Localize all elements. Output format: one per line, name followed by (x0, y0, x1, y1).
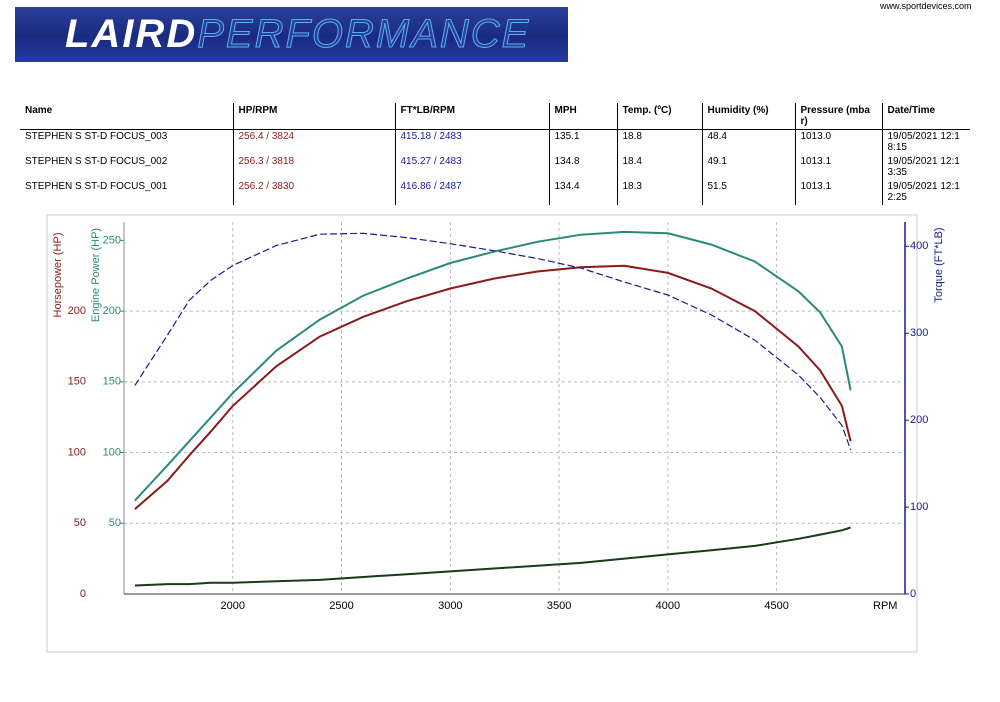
header-row: Name HP/RPM FT*LB/RPM MPH Temp. (ºC) Humidity… (20, 103, 970, 130)
chart-frame (46, 214, 918, 653)
y3-tick-label: 150 (103, 376, 121, 388)
table-cell: 135.1 (549, 129, 618, 155)
y-axis-label: Horsepower (HP) (52, 233, 64, 318)
column-header: Temp. (ºC) (617, 103, 703, 130)
series-line (134, 526, 851, 587)
y2-tick-label: 300 (910, 327, 928, 339)
column-header: Name (20, 103, 234, 130)
column-header: Humidity (%) (702, 103, 796, 130)
column-header: MPH (549, 103, 618, 130)
y2-tick-label: 0 (910, 588, 916, 600)
x-tick-label: 3500 (547, 600, 571, 612)
x-tick-label: 2500 (329, 600, 353, 612)
table-cell: 134.8 (549, 155, 618, 180)
table-cell: 19/05/2021 12:18:15 (887, 131, 960, 153)
y-tick-label: 200 (68, 305, 86, 317)
table-cell: 256.4 / 3824 (233, 129, 396, 155)
site-url: www.sportdevices.com (880, 1, 972, 11)
results-table: Name HP/RPM FT*LB/RPM MPH Temp. (ºC) Humidity… (20, 103, 970, 205)
table-cell: 19/05/2021 12:13:35 (887, 156, 960, 178)
y2-tick-label: 200 (910, 414, 928, 426)
table-cell: 1013.0 (795, 129, 883, 155)
column-header: Pressure (mbar) (795, 103, 883, 130)
y3-axis-label: Engine Power (HP) (90, 228, 102, 322)
x-tick-label: 4500 (764, 600, 788, 612)
x-tick-label: 2000 (221, 600, 245, 612)
table-cell: 416.86 / 2487 (395, 180, 550, 205)
y3-tick-label: 250 (103, 234, 121, 246)
y3-tick-label: 200 (103, 305, 121, 317)
y2-tick-label: 400 (910, 240, 928, 252)
x-tick-label: 3000 (438, 600, 462, 612)
table-cell: 415.18 / 2483 (395, 129, 550, 155)
table-row: STEPHEN S ST-D FOCUS_003 256.4 / 3824 415.… (20, 129, 970, 155)
table-cell: 18.4 (617, 155, 703, 180)
table-row: STEPHEN S ST-D FOCUS_002 256.3 / 3818 415.… (20, 155, 970, 180)
table-cell: 49.1 (702, 155, 796, 180)
table-cell: 18.3 (617, 180, 703, 205)
column-header: FT*LB/RPM (395, 103, 550, 130)
series-line (134, 264, 852, 510)
y2-axis-label: Torque (FT*LB) (933, 227, 945, 302)
y3-tick-label: 100 (103, 446, 121, 458)
table-cell: 48.4 (702, 129, 796, 155)
table-cell: 51.5 (702, 180, 796, 205)
table-cell: 256.2 / 3830 (233, 180, 396, 205)
table-cell: 1013.1 (795, 180, 883, 205)
table-cell: 256.3 / 3818 (233, 155, 396, 180)
table-cell: 19/05/2021 12:12:25 (887, 181, 960, 203)
column-header: Date/Time (882, 103, 970, 130)
y-tick-label: 100 (68, 446, 86, 458)
series-line (134, 230, 852, 502)
table-cell: 18.8 (617, 129, 703, 155)
table-cell: STEPHEN S ST-D FOCUS_002 (20, 155, 234, 180)
table-body: STEPHEN S ST-D FOCUS_003 256.4 / 3824 415.… (20, 129, 970, 205)
y2-tick-label: 100 (910, 501, 928, 513)
series-line (134, 232, 852, 450)
table-row: STEPHEN S ST-D FOCUS_001 256.2 / 3830 416.… (20, 180, 970, 205)
logo-left: LAIRD (65, 12, 198, 56)
y3-tick-label: 50 (109, 517, 121, 529)
x-axis-label: RPM (873, 600, 897, 612)
table-cell: 415.27 / 2483 (395, 155, 550, 180)
table-cell: STEPHEN S ST-D FOCUS_003 (20, 129, 234, 155)
table-cell: STEPHEN S ST-D FOCUS_001 (20, 180, 234, 205)
y-tick-label: 50 (74, 517, 86, 529)
column-header: HP/RPM (233, 103, 396, 130)
x-tick-label: 4000 (656, 600, 680, 612)
table-cell: 134.4 (549, 180, 618, 205)
table-cell: 1013.1 (795, 155, 883, 180)
y-tick-label: 0 (80, 588, 86, 600)
logo: LAIRDPERFORMANCE (15, 7, 568, 62)
y-tick-label: 150 (68, 376, 86, 388)
logo-right: PERFORMANCE (197, 12, 531, 57)
